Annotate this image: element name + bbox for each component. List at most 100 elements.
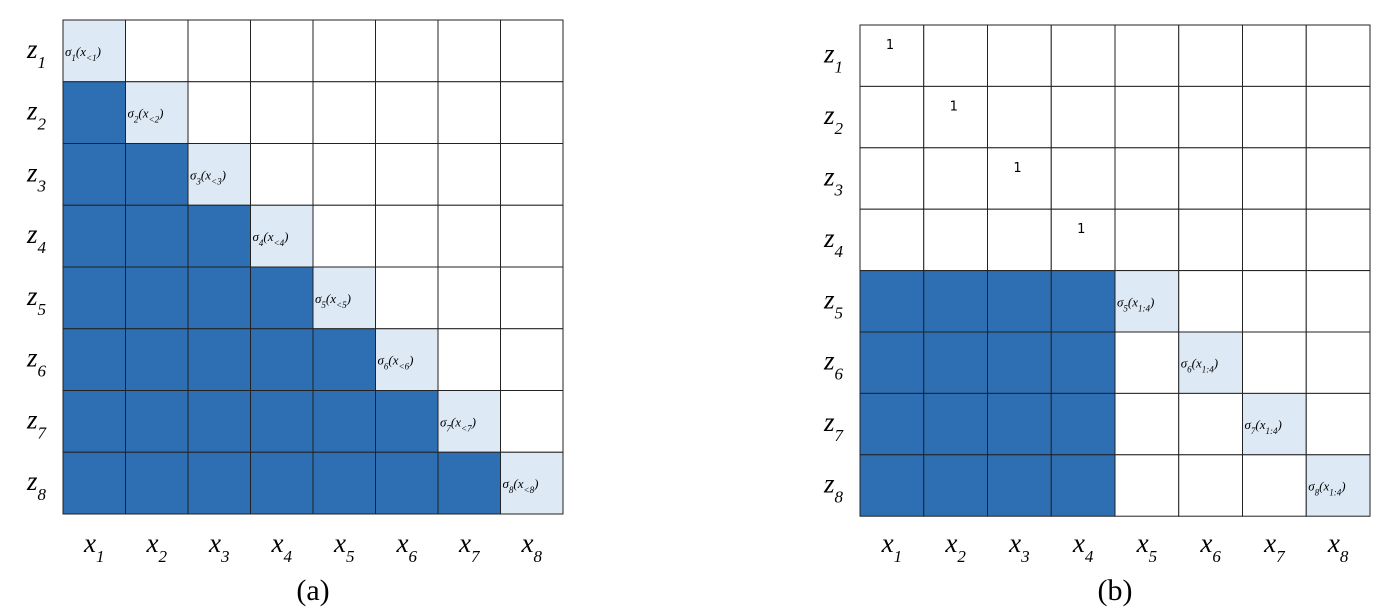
subscript: 4 — [283, 547, 292, 566]
text-part: x — [1008, 528, 1021, 558]
grid-cell — [859, 85, 925, 149]
subscript: 1 — [71, 53, 76, 63]
grid-cell — [987, 392, 1052, 456]
grid-cell — [125, 451, 189, 515]
text-part: x — [146, 528, 159, 558]
subscript: 8 — [1340, 547, 1349, 566]
grid-cell — [1114, 270, 1180, 333]
grid-cell — [125, 81, 189, 144]
grid-cell — [859, 331, 925, 394]
grid-cell — [250, 390, 314, 453]
subscript: 1:4 — [1266, 426, 1278, 436]
grid-cell — [987, 85, 1052, 149]
cell-label: σ2(x<2) — [128, 106, 164, 125]
grid-cell — [1050, 147, 1116, 210]
subscript: 1:4 — [1202, 365, 1214, 375]
grid-cell — [375, 451, 439, 515]
grid-cell — [1242, 85, 1307, 149]
grid-cell — [859, 392, 925, 456]
cell-label: σ3(x<3) — [190, 167, 226, 186]
text-part: (x — [326, 291, 336, 306]
grid-cell — [500, 143, 564, 206]
grid-cell — [987, 454, 1052, 517]
row-label: z8 — [823, 469, 844, 507]
grid-cell — [375, 81, 439, 144]
row-label: z1 — [26, 34, 46, 72]
text-part: z — [823, 346, 835, 376]
subscript: 2 — [158, 547, 167, 566]
col-label: x3 — [208, 528, 229, 566]
subscript: 8 — [509, 485, 514, 495]
caption: (b) — [1098, 574, 1133, 607]
grid-cell — [250, 451, 314, 515]
text-part: x — [521, 528, 534, 558]
subscript: 5 — [321, 300, 326, 310]
text-part: ) — [1340, 479, 1345, 494]
subscript: 4 — [1085, 547, 1094, 566]
grid-cell — [859, 24, 925, 87]
subscript: 2 — [38, 114, 47, 133]
caption: (a) — [296, 574, 329, 607]
grid-cell — [62, 81, 126, 144]
grid-cell — [500, 390, 564, 453]
grid-cell — [62, 19, 126, 83]
grid-cell — [1050, 85, 1116, 149]
subscript: <5 — [336, 300, 347, 310]
subscript: 7 — [446, 423, 451, 433]
grid-cell — [62, 204, 126, 268]
text-part: ) — [408, 353, 413, 368]
grid-cell — [1178, 85, 1243, 149]
text-part: σ — [378, 353, 385, 368]
text-part: σ — [1245, 417, 1252, 432]
grid-cell — [250, 328, 314, 391]
subscript: 1 — [96, 547, 105, 566]
subscript: <8 — [524, 485, 535, 495]
subscript: 6 — [1187, 365, 1192, 375]
text-part: ) — [471, 414, 476, 429]
grid-cell — [859, 270, 925, 333]
subscript: 2 — [835, 119, 844, 138]
grid-cell — [1242, 392, 1307, 456]
row-label: z4 — [26, 219, 47, 257]
grid-cell — [500, 328, 564, 391]
grid-cell — [1305, 208, 1371, 272]
subscript: <3 — [211, 176, 222, 186]
grid-cell — [375, 143, 439, 206]
panel: σ1(x<1)σ2(x<2)σ3(x<3)σ4(x<4)σ5(x<5)σ6(x<… — [26, 19, 564, 607]
text-part: (x — [1192, 356, 1202, 371]
grid-cell — [1114, 85, 1180, 149]
text-part: σ — [190, 167, 197, 182]
grid-cell — [1305, 85, 1371, 149]
grid-cell — [923, 454, 988, 517]
col-label: x8 — [1327, 528, 1349, 566]
grid-cell — [923, 270, 988, 333]
text-part: σ — [1181, 356, 1188, 371]
col-label: x5 — [1136, 528, 1157, 566]
grid-cell — [1242, 270, 1307, 333]
text-part: (x — [201, 167, 211, 182]
text-part: x — [458, 528, 471, 558]
text-part: σ — [1117, 294, 1124, 309]
grid-cell — [1050, 392, 1116, 456]
grid-cell — [312, 328, 376, 391]
row-label: z5 — [26, 281, 46, 319]
grid-cell — [1050, 24, 1116, 87]
grid-cell — [187, 390, 251, 453]
grid-cell — [312, 204, 376, 268]
grid-cell — [987, 24, 1052, 87]
subscript: 6 — [384, 362, 389, 372]
grid-cell — [1305, 454, 1371, 517]
text-part: (x — [138, 106, 148, 121]
grid-cell — [1305, 392, 1371, 456]
subscript: 2 — [957, 547, 966, 566]
text-part: x — [1072, 528, 1085, 558]
grid-cell — [1305, 331, 1371, 394]
subscript: 4 — [38, 238, 47, 257]
grid-cell — [1178, 392, 1243, 456]
grid-cell — [500, 19, 564, 83]
grid-cell — [923, 208, 988, 272]
grid-cell — [1114, 147, 1180, 210]
grid-cell — [125, 390, 189, 453]
subscript: 3 — [1020, 547, 1030, 566]
subscript: 3 — [834, 180, 844, 199]
